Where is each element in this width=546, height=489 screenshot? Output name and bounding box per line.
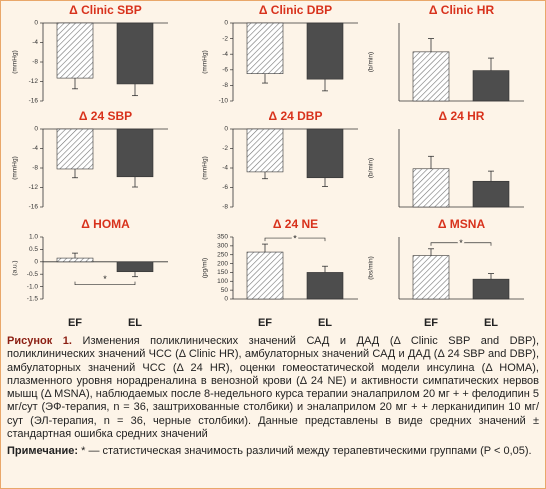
panel-title: Δ Clinic DBP bbox=[259, 3, 332, 17]
panel-title: Δ 24 HR bbox=[439, 109, 485, 123]
panel-title: Δ MSNA bbox=[438, 217, 486, 231]
y-tick-label: -1.5 bbox=[27, 296, 39, 303]
panel-title: Δ Clinic SBP bbox=[69, 3, 142, 17]
x-tick-label: EL bbox=[128, 317, 142, 329]
bar bbox=[116, 22, 154, 85]
y-tick-label: -4 bbox=[222, 165, 228, 172]
y-tick-label: -12 bbox=[29, 78, 39, 85]
caption-text: Изменения поликлинических значений САД и… bbox=[7, 335, 539, 441]
significance-label: * bbox=[459, 238, 463, 248]
note-text: * — статистическая значимость различий м… bbox=[78, 445, 532, 458]
y-tick-label: 300 bbox=[217, 243, 228, 250]
bar bbox=[56, 128, 94, 170]
x-tick-label: EF bbox=[68, 317, 82, 329]
bar bbox=[472, 70, 510, 102]
y-tick-label: -6 bbox=[222, 184, 228, 191]
chart-grid: Δ Clinic SBP (mmHg) 0 -4 -8 -12 -16 Δ Clinic DB… bbox=[12, 3, 524, 329]
caption-paragraph: Рисунок 1. Изменения поликлинических зна… bbox=[7, 335, 539, 441]
y-tick-label: 0 bbox=[224, 296, 228, 303]
bar bbox=[306, 128, 344, 179]
y-tick-label: -0.5 bbox=[27, 271, 39, 278]
y-tick-label: 150 bbox=[217, 269, 228, 276]
y-tick-label: 0 bbox=[34, 126, 38, 133]
y-tick-label: 50 bbox=[221, 287, 229, 294]
significance-bracket bbox=[430, 242, 492, 246]
y-tick-label: -2 bbox=[222, 35, 228, 42]
y-axis-label: (b/min) bbox=[368, 158, 375, 178]
y-tick-label: -8 bbox=[222, 82, 228, 89]
y-tick-label: -2 bbox=[222, 145, 228, 152]
panel-title: Δ 24 DBP bbox=[269, 109, 323, 123]
x-tick-label: EL bbox=[318, 317, 332, 329]
y-tick-label: 200 bbox=[217, 260, 228, 267]
bar bbox=[116, 128, 154, 178]
y-tick-label: 0 bbox=[34, 20, 38, 27]
bar bbox=[56, 257, 94, 263]
panel-title: Δ HOMA bbox=[81, 217, 130, 231]
y-tick-label: -4 bbox=[32, 145, 38, 152]
y-tick-label: -8 bbox=[222, 204, 228, 211]
bar bbox=[246, 22, 284, 75]
significance-bracket bbox=[74, 281, 136, 286]
y-axis-label: (pg/ml) bbox=[202, 258, 209, 278]
y-tick-label: 0.5 bbox=[29, 246, 38, 253]
y-axis-label: (mmHg) bbox=[12, 50, 19, 73]
panel-title: Δ Clinic HR bbox=[429, 3, 495, 17]
x-tick-label: EF bbox=[258, 317, 272, 329]
note-label: Примечание: bbox=[7, 445, 79, 458]
significance-label: * bbox=[103, 274, 107, 284]
bar bbox=[246, 251, 284, 300]
bar bbox=[306, 272, 344, 300]
bar bbox=[56, 22, 94, 79]
bar bbox=[412, 51, 450, 102]
panel-title: Δ 24 SBP bbox=[79, 109, 132, 123]
y-tick-label: 0 bbox=[224, 126, 228, 133]
y-axis-label: (b/min) bbox=[368, 52, 375, 72]
y-tick-label: 0 bbox=[224, 20, 228, 27]
y-tick-label: -1.0 bbox=[27, 283, 39, 290]
bar bbox=[472, 180, 510, 208]
y-tick-label: -4 bbox=[32, 39, 38, 46]
bar bbox=[412, 255, 450, 300]
bar bbox=[246, 128, 284, 173]
significance-bracket bbox=[264, 237, 326, 242]
caption: Рисунок 1. Изменения поликлинических зна… bbox=[7, 335, 539, 463]
y-axis-label: (bs/min) bbox=[368, 256, 375, 279]
y-tick-label: 1.0 bbox=[29, 234, 38, 241]
y-tick-label: -16 bbox=[29, 98, 39, 105]
y-axis-label: (a.u.) bbox=[12, 260, 19, 275]
y-axis-label: (mmHg) bbox=[202, 156, 209, 179]
y-tick-label: 350 bbox=[217, 234, 228, 241]
bar bbox=[412, 168, 450, 208]
y-tick-label: -12 bbox=[29, 184, 39, 191]
y-axis-label: (mmHg) bbox=[202, 50, 209, 73]
y-tick-label: -6 bbox=[222, 67, 228, 74]
x-tick-label: EF bbox=[424, 317, 438, 329]
y-tick-label: -16 bbox=[29, 204, 39, 211]
bar bbox=[472, 278, 510, 300]
y-tick-label: -8 bbox=[32, 59, 38, 66]
bar bbox=[116, 261, 154, 273]
note-paragraph: Примечание: * — статистическая значимост… bbox=[7, 445, 539, 458]
y-tick-label: 100 bbox=[217, 278, 228, 285]
y-tick-label: 250 bbox=[217, 251, 228, 258]
y-axis-label: (mmHg) bbox=[12, 156, 19, 179]
y-tick-label: 0 bbox=[34, 259, 38, 266]
caption-label: Рисунок 1. bbox=[7, 335, 72, 347]
x-tick-label: EL bbox=[484, 317, 498, 329]
y-tick-label: -8 bbox=[32, 165, 38, 172]
y-tick-label: -10 bbox=[219, 98, 229, 105]
y-tick-label: -4 bbox=[222, 51, 228, 58]
significance-label: * bbox=[293, 233, 297, 243]
panel-title: Δ 24 NE bbox=[273, 217, 318, 231]
bar bbox=[306, 22, 344, 80]
